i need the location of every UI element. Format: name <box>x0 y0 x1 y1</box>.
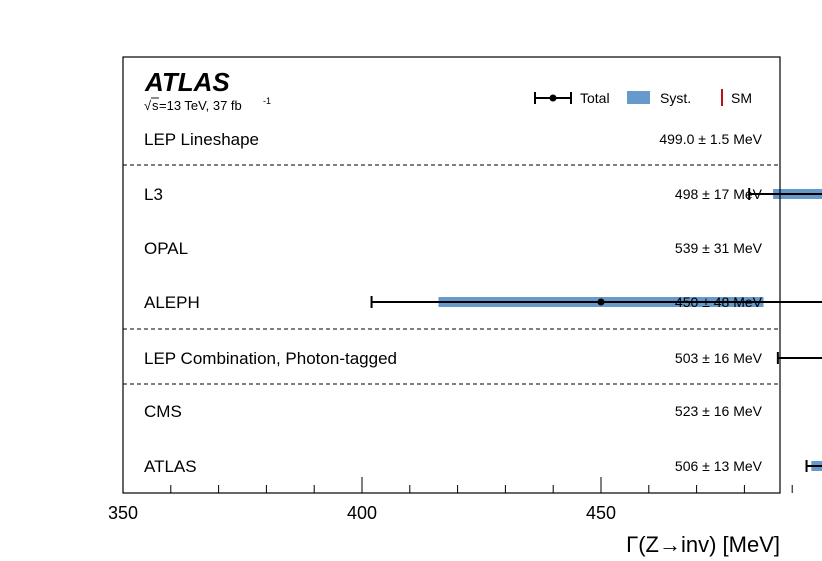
legend-sm-label: SM <box>731 90 752 106</box>
measurement-value: 523 ± 16 MeV <box>675 403 763 419</box>
x-tick-label: 450 <box>586 503 616 523</box>
energy-text: =13 TeV, 37 fb <box>159 98 242 113</box>
row-label-layer: LEP Lineshape 499.0 ± 1.5 MeV L3 498 ± 17 M… <box>144 130 763 476</box>
energy-lumi-label: √ s =13 TeV, 37 fb -1 <box>144 96 271 113</box>
measurement-name: L3 <box>144 185 163 204</box>
sqrt-symbol: √ <box>144 98 152 113</box>
measurement-value: 498 ± 17 MeV <box>675 186 763 202</box>
plot-frame <box>122 56 781 494</box>
separator-layer <box>123 164 780 385</box>
atlas-logo: ATLAS <box>144 67 230 97</box>
measurement-value: 450 ± 48 MeV <box>675 294 763 310</box>
measurement-name: LEP Lineshape <box>144 130 259 149</box>
x-tick-label: 400 <box>347 503 377 523</box>
legend-total-label: Total <box>580 90 610 106</box>
measurement-value: 506 ± 13 MeV <box>675 458 763 474</box>
legend-syst-swatch <box>627 91 650 104</box>
marker-layer <box>370 188 822 472</box>
x-axis: 350400450500550600 <box>108 477 793 523</box>
legend-syst-label: Syst. <box>660 90 691 106</box>
measurement-value: 503 ± 16 MeV <box>675 350 763 366</box>
measurement-name: ALEPH <box>144 293 200 312</box>
legend-total-marker <box>534 92 572 104</box>
x-tick-label: 350 <box>108 503 138 523</box>
measurement-name: OPAL <box>144 239 188 258</box>
measurement-name: ATLAS <box>144 457 197 476</box>
lumi-exponent: -1 <box>263 96 271 106</box>
measurement-name: CMS <box>144 402 182 421</box>
central-value-point <box>597 298 605 306</box>
s-symbol: s <box>152 98 159 113</box>
measurement-value: 499.0 ± 1.5 MeV <box>659 131 762 147</box>
legend: Total Syst. SM <box>534 89 752 106</box>
measurement-name: LEP Combination, Photon-tagged <box>144 349 397 368</box>
x-axis-title: Γ(Z→inv) [MeV] <box>626 532 780 557</box>
measurement-value: 539 ± 31 MeV <box>675 240 763 256</box>
